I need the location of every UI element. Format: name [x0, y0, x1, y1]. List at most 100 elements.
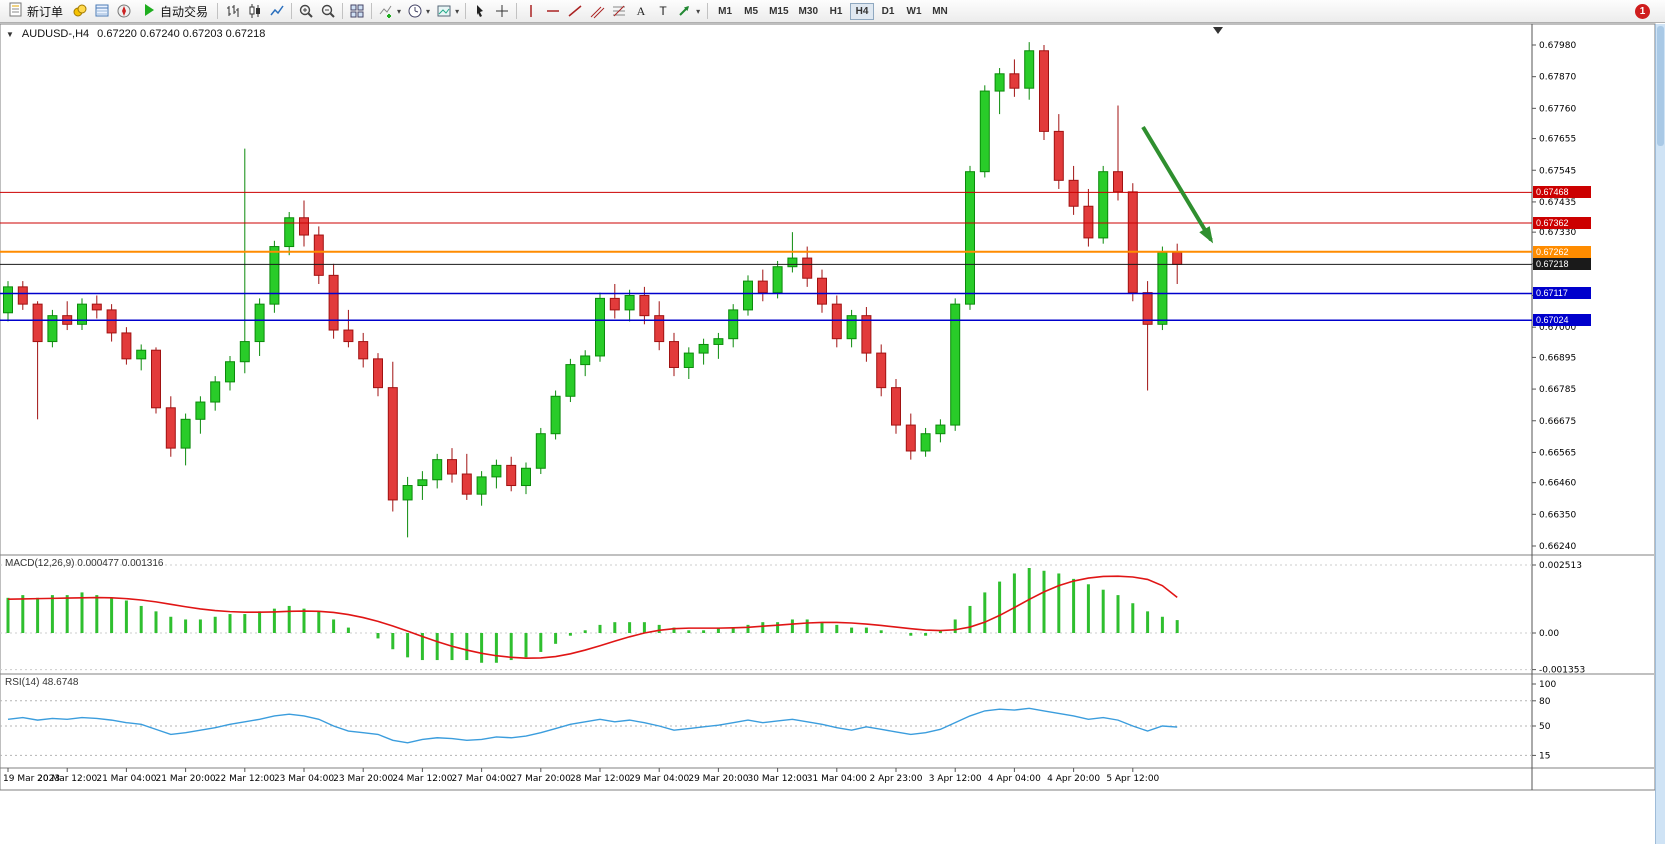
zoom-in-button[interactable]	[295, 2, 317, 21]
macd-indicator-label: MACD(12,26,9) 0.000477 0.001316	[5, 558, 164, 569]
zoom-in-icon	[299, 4, 313, 18]
candle	[269, 246, 280, 305]
candle	[580, 355, 591, 366]
drawn-arrow[interactable]	[1141, 125, 1213, 242]
candle	[550, 395, 561, 435]
equidistant-channel-button[interactable]	[586, 2, 608, 21]
trendline-button[interactable]	[564, 2, 586, 21]
market-watch-icon	[73, 4, 87, 17]
candle	[639, 295, 650, 317]
candle	[743, 280, 753, 311]
price-axis-label: 0.67545	[1539, 166, 1576, 176]
candle	[1068, 179, 1079, 207]
toolbar-left-icons	[69, 2, 135, 21]
zoom-out-button[interactable]	[317, 2, 339, 21]
price-tag: 0.67362	[1533, 216, 1591, 229]
macd-signal-line	[7, 575, 1178, 659]
toolbar-separator	[371, 3, 373, 19]
time-axis-label: 21 Mar 04:00	[96, 774, 156, 784]
time-axis-label: 29 Mar 04:00	[629, 774, 689, 784]
time-axis-label: 21 Mar 20:00	[156, 774, 216, 784]
new-order-button[interactable]: 新订单	[3, 2, 68, 21]
price-axis-label: 0.67435	[1539, 198, 1576, 208]
text-button[interactable]: A	[630, 2, 652, 21]
rsi-indicator-label: RSI(14) 48.6748	[5, 677, 79, 688]
scrollbar-thumb[interactable]	[1657, 26, 1664, 146]
price-axis-label: 0.66565	[1539, 448, 1576, 458]
crosshair-button[interactable]	[491, 2, 513, 21]
timeframe-m15-button[interactable]: M15	[765, 3, 792, 20]
price-tag: 0.67218	[1533, 258, 1591, 271]
chart-window-frame	[0, 23, 1656, 791]
candle	[254, 303, 265, 343]
auto-trading-label: 自动交易	[160, 4, 209, 19]
cursor-button[interactable]	[469, 2, 491, 21]
timeframe-m5-button[interactable]: M5	[739, 3, 763, 20]
fibonacci-button[interactable]	[608, 2, 630, 21]
candle	[417, 479, 428, 487]
timeframe-mn-button[interactable]: MN	[928, 3, 952, 20]
navigator-button[interactable]	[113, 2, 135, 21]
horizontal-line-button[interactable]	[542, 2, 564, 21]
timeframe-d1-button[interactable]: D1	[876, 3, 900, 20]
candle	[772, 266, 783, 294]
timeframe-bar: M1 M5 M15 M30 H1 H4 D1 W1 MN	[712, 2, 953, 20]
candle	[343, 329, 354, 343]
candle	[876, 352, 887, 389]
vertical-line-icon	[530, 5, 532, 17]
price-axis-label: 0.67870	[1539, 73, 1576, 83]
timeframe-m30-button[interactable]: M30	[795, 3, 822, 20]
candle	[165, 407, 176, 449]
arrows-button[interactable]: ▾	[674, 2, 703, 21]
candle	[121, 332, 132, 360]
timeframe-w1-button[interactable]: W1	[902, 3, 926, 20]
bar-chart-button[interactable]	[222, 2, 244, 21]
price-axis-label: 0.67655	[1539, 135, 1576, 145]
vertical-scrollbar[interactable]	[1655, 24, 1665, 844]
timeframe-h1-button[interactable]: H1	[824, 3, 848, 20]
tile-windows-button[interactable]	[346, 2, 368, 21]
time-axis-label: 20 Mar 12:00	[37, 774, 97, 784]
indicators-button[interactable]: ▾	[375, 2, 404, 21]
time-axis-label: 22 Mar 12:00	[215, 774, 275, 784]
chart-shift-marker-icon[interactable]	[1213, 27, 1223, 34]
market-watch-button[interactable]	[69, 2, 91, 21]
chart-menu-icon[interactable]: ▼	[6, 29, 14, 39]
chart-symbol-period: AUDUSD-,H4	[21, 28, 90, 40]
templates-button[interactable]: ▾	[433, 2, 462, 21]
candle	[683, 352, 694, 368]
candle	[387, 387, 398, 501]
candle	[32, 303, 43, 343]
time-axis-label: 3 Apr 12:00	[929, 774, 982, 784]
vertical-line-button[interactable]	[520, 2, 542, 21]
fibonacci-icon	[613, 5, 626, 17]
candle	[905, 424, 916, 452]
text-label-button[interactable]: T	[652, 2, 674, 21]
chevron-down-icon: ▾	[426, 6, 431, 16]
candle	[1098, 171, 1109, 239]
candle	[1113, 171, 1123, 193]
time-axis-label: 5 Apr 12:00	[1106, 774, 1159, 784]
candle	[787, 257, 798, 268]
price-axis-label: 0.66785	[1539, 385, 1576, 395]
line-chart-button[interactable]	[266, 2, 288, 21]
candle	[491, 464, 502, 478]
candlestick-button[interactable]	[244, 2, 266, 21]
candle	[91, 303, 102, 311]
data-window-button[interactable]	[91, 2, 113, 21]
candle	[950, 303, 961, 426]
timeframe-h4-button[interactable]: H4	[850, 2, 874, 20]
timeframe-m1-button[interactable]: M1	[713, 3, 737, 20]
notification-badge[interactable]: 1	[1635, 3, 1650, 19]
candle	[609, 297, 620, 311]
price-axis-label: 0.66350	[1539, 510, 1576, 520]
candle	[535, 433, 546, 469]
periods-button[interactable]: ▾	[404, 2, 433, 21]
candle	[3, 286, 13, 314]
toolbar-separator	[707, 3, 709, 19]
candle	[891, 387, 901, 426]
price-axis-label: 0.66675	[1539, 417, 1576, 427]
auto-trading-button[interactable]: 自动交易	[136, 2, 213, 21]
candle	[195, 401, 206, 420]
